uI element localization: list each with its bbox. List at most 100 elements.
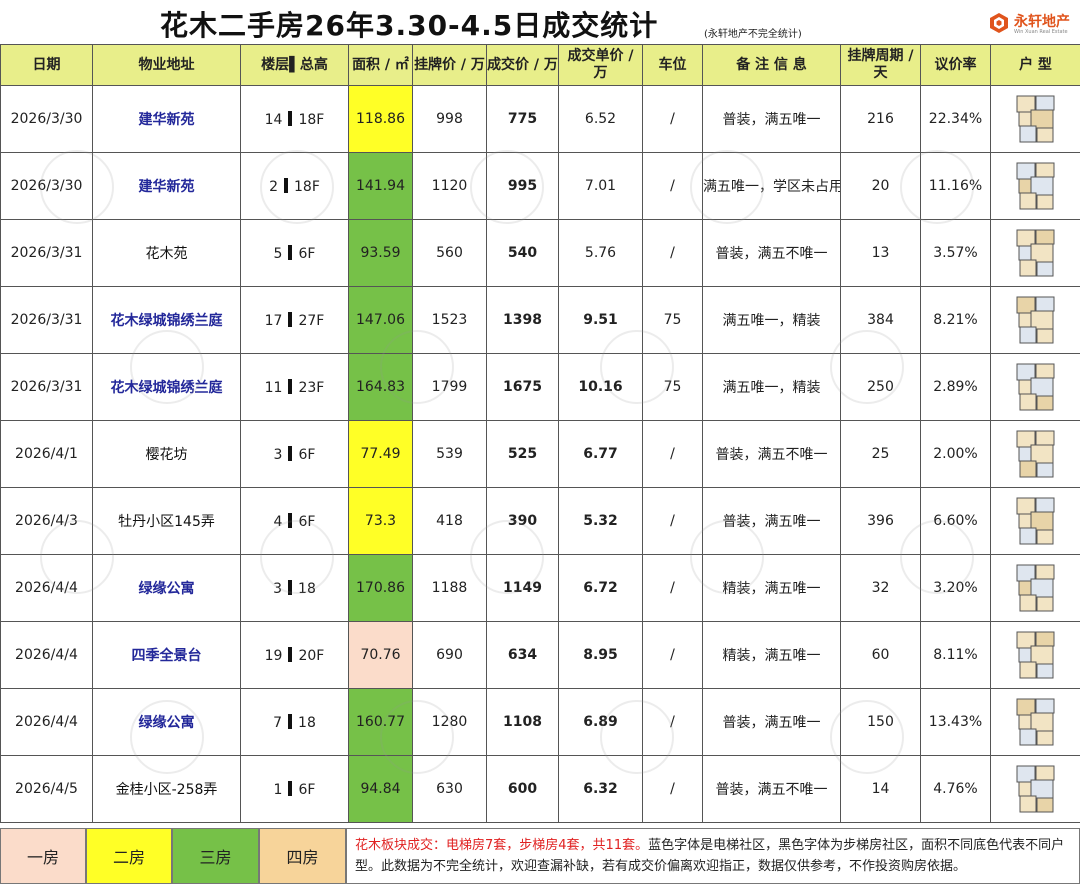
list-price-cell: 1188 xyxy=(412,554,487,622)
bargain-rate-cell: 6.60% xyxy=(920,487,991,555)
table-row: 2026/4/1 樱花坊 3 6F 77.49 539 525 6.77/普装，满五不唯一 25… xyxy=(0,420,1080,488)
total-floors: 6F xyxy=(298,781,316,798)
list-price-cell: 539 xyxy=(412,420,487,488)
floor-separator-icon xyxy=(288,512,293,528)
deal-price-cell: 995 xyxy=(486,152,559,220)
address-cell: 绿缘公寓 xyxy=(92,688,241,756)
area-cell: 160.77 xyxy=(348,688,413,756)
floor-cell: 4 6F xyxy=(240,487,349,555)
column-header-period: 挂牌周期 / 天 xyxy=(840,44,921,86)
parking-cell: 75 xyxy=(642,353,703,421)
table-row: 2026/3/30 建华新苑 14 18F 118.86 998 775 6.52/普装，满五… xyxy=(0,85,1080,153)
floor-cell: 7 18 xyxy=(240,688,349,756)
brand-logo: 永轩地产 Win Xuan Real Estate xyxy=(988,10,1078,42)
period-cell: 396 xyxy=(840,487,921,555)
note-cell: 普装，满五唯一 xyxy=(702,688,841,756)
floor-number: 17 xyxy=(264,312,283,329)
bargain-rate-cell: 2.00% xyxy=(920,420,991,488)
floor-separator-icon xyxy=(288,646,293,662)
column-header-floorplan: 户 型 xyxy=(990,44,1080,86)
title-bar: 花木二手房26年3.30-4.5日成交统计 (永轩地产不完全统计) 永轩地产 W… xyxy=(0,0,1080,44)
legend-item: 一房 xyxy=(0,828,86,884)
total-floors: 6F xyxy=(298,513,316,530)
list-price-cell: 1120 xyxy=(412,152,487,220)
logo-icon xyxy=(990,13,1008,33)
period-cell: 20 xyxy=(840,152,921,220)
address-cell: 花木绿城锦绣兰庭 xyxy=(92,286,241,354)
list-price-cell: 690 xyxy=(412,621,487,689)
deal-price-cell: 525 xyxy=(486,420,559,488)
date-cell: 2026/4/4 xyxy=(0,688,93,756)
unit-price-cell: 6.72 xyxy=(558,554,643,622)
bargain-rate-cell: 3.57% xyxy=(920,219,991,287)
bargain-rate-cell: 22.34% xyxy=(920,85,991,153)
period-cell: 32 xyxy=(840,554,921,622)
deal-price-cell: 1675 xyxy=(486,353,559,421)
floor-number: 7 xyxy=(273,714,283,731)
floor-cell: 17 27F xyxy=(240,286,349,354)
table-row: 2026/3/30 建华新苑 2 18F 141.94 1120 995 7.01/满五唯一，… xyxy=(0,152,1080,220)
area-cell: 147.06 xyxy=(348,286,413,354)
address-cell: 金桂小区-258弄 xyxy=(92,755,241,823)
parking-cell: / xyxy=(642,85,703,153)
floorplan-icon xyxy=(1016,497,1054,545)
floorplan-icon xyxy=(1016,229,1054,277)
footer-note: 花木板块成交：电梯房7套，步梯房4套，共11套。蓝色字体是电梯社区，黑色字体为步… xyxy=(346,828,1080,884)
floor-number: 2 xyxy=(269,178,279,195)
parking-cell: / xyxy=(642,152,703,220)
floor-separator-icon xyxy=(288,311,293,327)
total-floors: 18F xyxy=(294,178,320,195)
date-cell: 2026/3/30 xyxy=(0,152,93,220)
total-floors: 6F xyxy=(298,245,316,262)
unit-price-cell: 10.16 xyxy=(558,353,643,421)
note-cell: 普装，满五不唯一 xyxy=(702,755,841,823)
list-price-cell: 1799 xyxy=(412,353,487,421)
address-cell: 牡丹小区145弄 xyxy=(92,487,241,555)
area-cell: 77.49 xyxy=(348,420,413,488)
note-cell: 精装，满五唯一 xyxy=(702,554,841,622)
note-cell: 普装，满五不唯一 xyxy=(702,219,841,287)
table-row: 2026/3/31 花木苑 5 6F 93.59 560 540 5.76/普装，满五不唯一 1… xyxy=(0,219,1080,287)
floor-number: 19 xyxy=(264,647,283,664)
floorplan-icon xyxy=(1016,698,1054,746)
floor-separator-icon xyxy=(288,713,293,729)
page-title: 花木二手房26年3.30-4.5日成交统计 xyxy=(160,9,659,42)
floor-cell: 2 18F xyxy=(240,152,349,220)
address-cell: 花木苑 xyxy=(92,219,241,287)
parking-cell: / xyxy=(642,420,703,488)
floorplan-cell xyxy=(990,487,1080,555)
column-header-area: 面积 / ㎡ xyxy=(348,44,413,86)
bargain-rate-cell: 4.76% xyxy=(920,755,991,823)
floor-cell: 14 18F xyxy=(240,85,349,153)
floorplan-cell xyxy=(990,755,1080,823)
unit-price-cell: 6.89 xyxy=(558,688,643,756)
list-price-cell: 560 xyxy=(412,219,487,287)
table-body: 2026/3/30 建华新苑 14 18F 118.86 998 775 6.52/普装，满五… xyxy=(0,85,1080,823)
floor-number: 11 xyxy=(264,379,283,396)
logo-subtext: Win Xuan Real Estate xyxy=(1014,29,1068,35)
address-cell: 花木绿城锦绣兰庭 xyxy=(92,353,241,421)
column-header-floor: 楼层▌总高 xyxy=(240,44,349,86)
floorplan-icon xyxy=(1016,95,1054,143)
date-cell: 2026/4/4 xyxy=(0,621,93,689)
column-header-unit-price: 成交单价 / 万 xyxy=(558,44,643,86)
total-floors: 23F xyxy=(298,379,325,396)
floorplan-cell xyxy=(990,286,1080,354)
table-row: 2026/4/3 牡丹小区145弄 4 6F 73.3 418 390 5.32/普装，满五唯… xyxy=(0,487,1080,555)
floor-cell: 19 20F xyxy=(240,621,349,689)
note-cell: 普装，满五不唯一 xyxy=(702,420,841,488)
note-cell: 满五唯一，学区未占用 xyxy=(702,152,841,220)
list-price-cell: 418 xyxy=(412,487,487,555)
floor-cell: 3 6F xyxy=(240,420,349,488)
floorplan-icon xyxy=(1016,296,1054,344)
date-cell: 2026/3/31 xyxy=(0,219,93,287)
list-price-cell: 998 xyxy=(412,85,487,153)
floorplan-cell xyxy=(990,219,1080,287)
note-cell: 满五唯一，精装 xyxy=(702,286,841,354)
floorplan-icon xyxy=(1016,765,1054,813)
legend-item: 三房 xyxy=(172,828,259,884)
parking-cell: / xyxy=(642,755,703,823)
deal-price-cell: 1398 xyxy=(486,286,559,354)
unit-price-cell: 7.01 xyxy=(558,152,643,220)
date-cell: 2026/3/30 xyxy=(0,85,93,153)
